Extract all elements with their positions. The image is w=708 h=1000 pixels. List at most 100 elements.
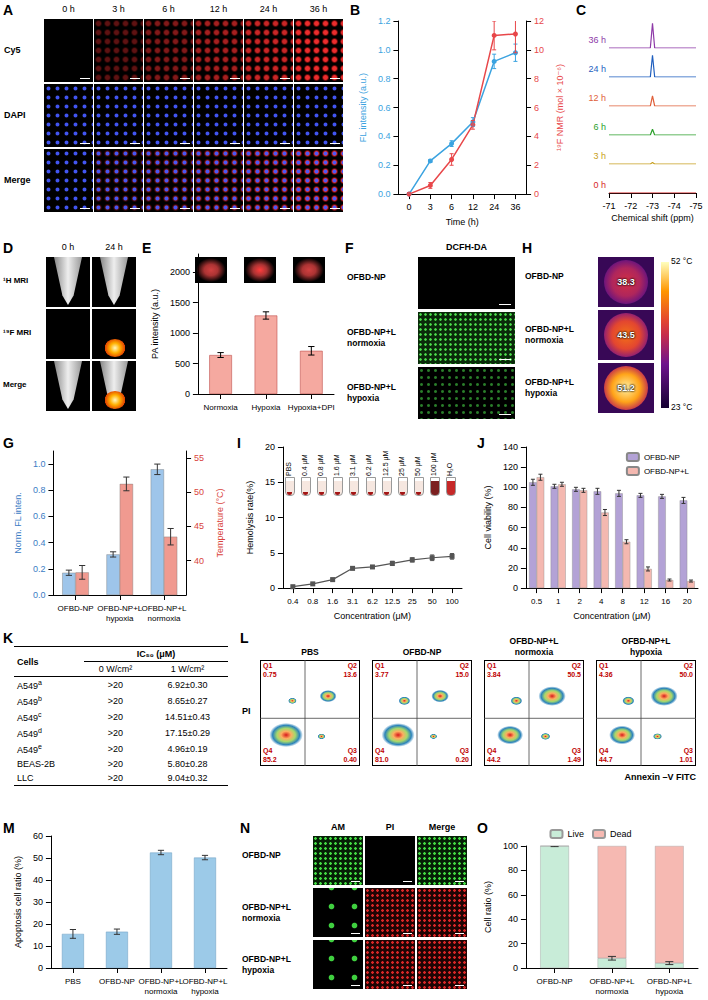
svg-text:60: 60 (508, 523, 518, 533)
svg-text:OFBD-NP+L: OFBD-NP+L (647, 977, 693, 986)
svg-text:1.2: 1.2 (378, 16, 391, 26)
svg-text:120: 120 (503, 462, 518, 472)
svg-text:0.2: 0.2 (33, 564, 46, 574)
svg-text:Time (h): Time (h) (446, 217, 479, 227)
svg-text:PBS: PBS (65, 977, 81, 986)
svg-text:-71: -71 (602, 201, 615, 211)
svg-text:Hypoxia: Hypoxia (252, 403, 281, 412)
svg-text:3.1: 3.1 (347, 597, 359, 606)
svg-text:12: 12 (640, 597, 649, 606)
svg-text:0.4: 0.4 (287, 597, 299, 606)
svg-text:100: 100 (445, 597, 459, 606)
svg-text:Norm. FL inten.: Norm. FL inten. (13, 492, 23, 554)
svg-text:45: 45 (194, 521, 204, 531)
svg-text:50: 50 (194, 487, 204, 497)
svg-text:6.2: 6.2 (367, 597, 379, 606)
svg-text:-72: -72 (624, 201, 637, 211)
svg-text:Hypoxia+DPI: Hypoxia+DPI (288, 403, 335, 412)
svg-text:50: 50 (428, 597, 437, 606)
svg-text:36: 36 (510, 202, 520, 212)
svg-text:OFBD-NP: OFBD-NP (99, 977, 135, 986)
svg-text:0.0: 0.0 (378, 189, 391, 199)
svg-text:20: 20 (508, 563, 518, 573)
svg-text:10: 10 (265, 513, 275, 523)
svg-text:40: 40 (33, 875, 43, 885)
svg-text:40: 40 (194, 556, 204, 566)
svg-text:OFBD-NP+L: OFBD-NP+L (182, 977, 228, 986)
svg-text:-74: -74 (668, 201, 681, 211)
svg-text:hypoxia: hypoxia (106, 614, 134, 623)
svg-text:0.6: 0.6 (378, 103, 391, 113)
svg-text:8: 8 (620, 597, 625, 606)
svg-text:25: 25 (408, 597, 417, 606)
svg-text:OFBD-NP+L: OFBD-NP+L (589, 977, 635, 986)
svg-text:3 h: 3 h (593, 151, 606, 161)
svg-text:12 h: 12 h (588, 93, 606, 103)
svg-text:Concentration (μM): Concentration (μM) (573, 611, 650, 621)
svg-text:15: 15 (265, 477, 275, 487)
svg-text:0.2: 0.2 (378, 160, 391, 170)
svg-text:4: 4 (599, 597, 604, 606)
svg-text:0: 0 (534, 189, 539, 199)
svg-text:60: 60 (33, 831, 43, 841)
svg-text:Hemolysis rate(%): Hemolysis rate(%) (245, 481, 255, 555)
svg-text:hypoxia: hypoxia (191, 987, 219, 996)
svg-text:36 h: 36 h (588, 35, 606, 45)
svg-text:0.0: 0.0 (33, 590, 46, 600)
svg-text:0.5: 0.5 (531, 597, 543, 606)
svg-text:3: 3 (428, 202, 433, 212)
svg-text:OFBD-NP+L: OFBD-NP+L (141, 604, 187, 613)
svg-text:140: 140 (503, 442, 518, 452)
svg-text:12: 12 (534, 16, 544, 26)
svg-text:Temperature (°C): Temperature (°C) (215, 488, 225, 557)
svg-text:24: 24 (489, 202, 499, 212)
svg-text:1500: 1500 (170, 298, 190, 308)
svg-text:0 h: 0 h (593, 180, 606, 190)
svg-text:5: 5 (270, 548, 275, 558)
svg-text:20: 20 (508, 939, 518, 949)
svg-text:0.4: 0.4 (378, 131, 391, 141)
svg-text:PA intensity (a.u.): PA intensity (a.u.) (150, 289, 160, 359)
svg-text:0.4: 0.4 (33, 538, 46, 548)
svg-text:-75: -75 (689, 201, 702, 211)
svg-text:Normoxia: Normoxia (203, 403, 238, 412)
svg-text:OFBD-NP+L: OFBD-NP+L (138, 977, 184, 986)
svg-text:6: 6 (449, 202, 454, 212)
svg-text:normoxia: normoxia (145, 987, 178, 996)
svg-text:1.6: 1.6 (327, 597, 339, 606)
svg-text:OFBD-NP: OFBD-NP (58, 604, 94, 613)
svg-text:1000: 1000 (170, 328, 190, 338)
svg-text:12: 12 (468, 202, 478, 212)
svg-text:1.0: 1.0 (378, 45, 391, 55)
svg-text:0: 0 (513, 963, 518, 973)
svg-text:10: 10 (33, 941, 43, 951)
svg-text:0: 0 (185, 389, 190, 399)
svg-text:0.6: 0.6 (33, 511, 46, 521)
svg-text:Live: Live (567, 829, 584, 839)
svg-text:Concentration (μM): Concentration (μM) (334, 611, 411, 621)
svg-text:60: 60 (508, 890, 518, 900)
svg-text:50: 50 (33, 853, 43, 863)
svg-text:40: 40 (508, 914, 518, 924)
svg-text:OFBD-NP+L: OFBD-NP+L (97, 604, 143, 613)
svg-text:normoxia: normoxia (148, 614, 181, 623)
svg-text:24 h: 24 h (588, 64, 606, 74)
svg-text:16: 16 (661, 597, 670, 606)
svg-text:2000: 2000 (170, 267, 190, 277)
svg-text:1: 1 (556, 597, 561, 606)
svg-text:80: 80 (508, 865, 518, 875)
svg-text:Chemical shift (ppm): Chemical shift (ppm) (611, 213, 694, 223)
svg-text:500: 500 (175, 359, 190, 369)
svg-text:¹⁹F NMR (mol × 10⁻⁶): ¹⁹F NMR (mol × 10⁻⁶) (555, 64, 565, 151)
svg-text:Dead: Dead (610, 829, 632, 839)
svg-text:2: 2 (534, 160, 539, 170)
svg-text:30: 30 (33, 897, 43, 907)
svg-text:55: 55 (194, 453, 204, 463)
svg-text:80: 80 (508, 502, 518, 512)
svg-text:12.5: 12.5 (385, 597, 401, 606)
svg-text:20: 20 (683, 597, 692, 606)
svg-text:40: 40 (508, 543, 518, 553)
svg-text:Cell viability (%): Cell viability (%) (483, 486, 493, 550)
svg-text:hypoxia: hypoxia (656, 987, 684, 996)
svg-text:0: 0 (38, 963, 43, 973)
